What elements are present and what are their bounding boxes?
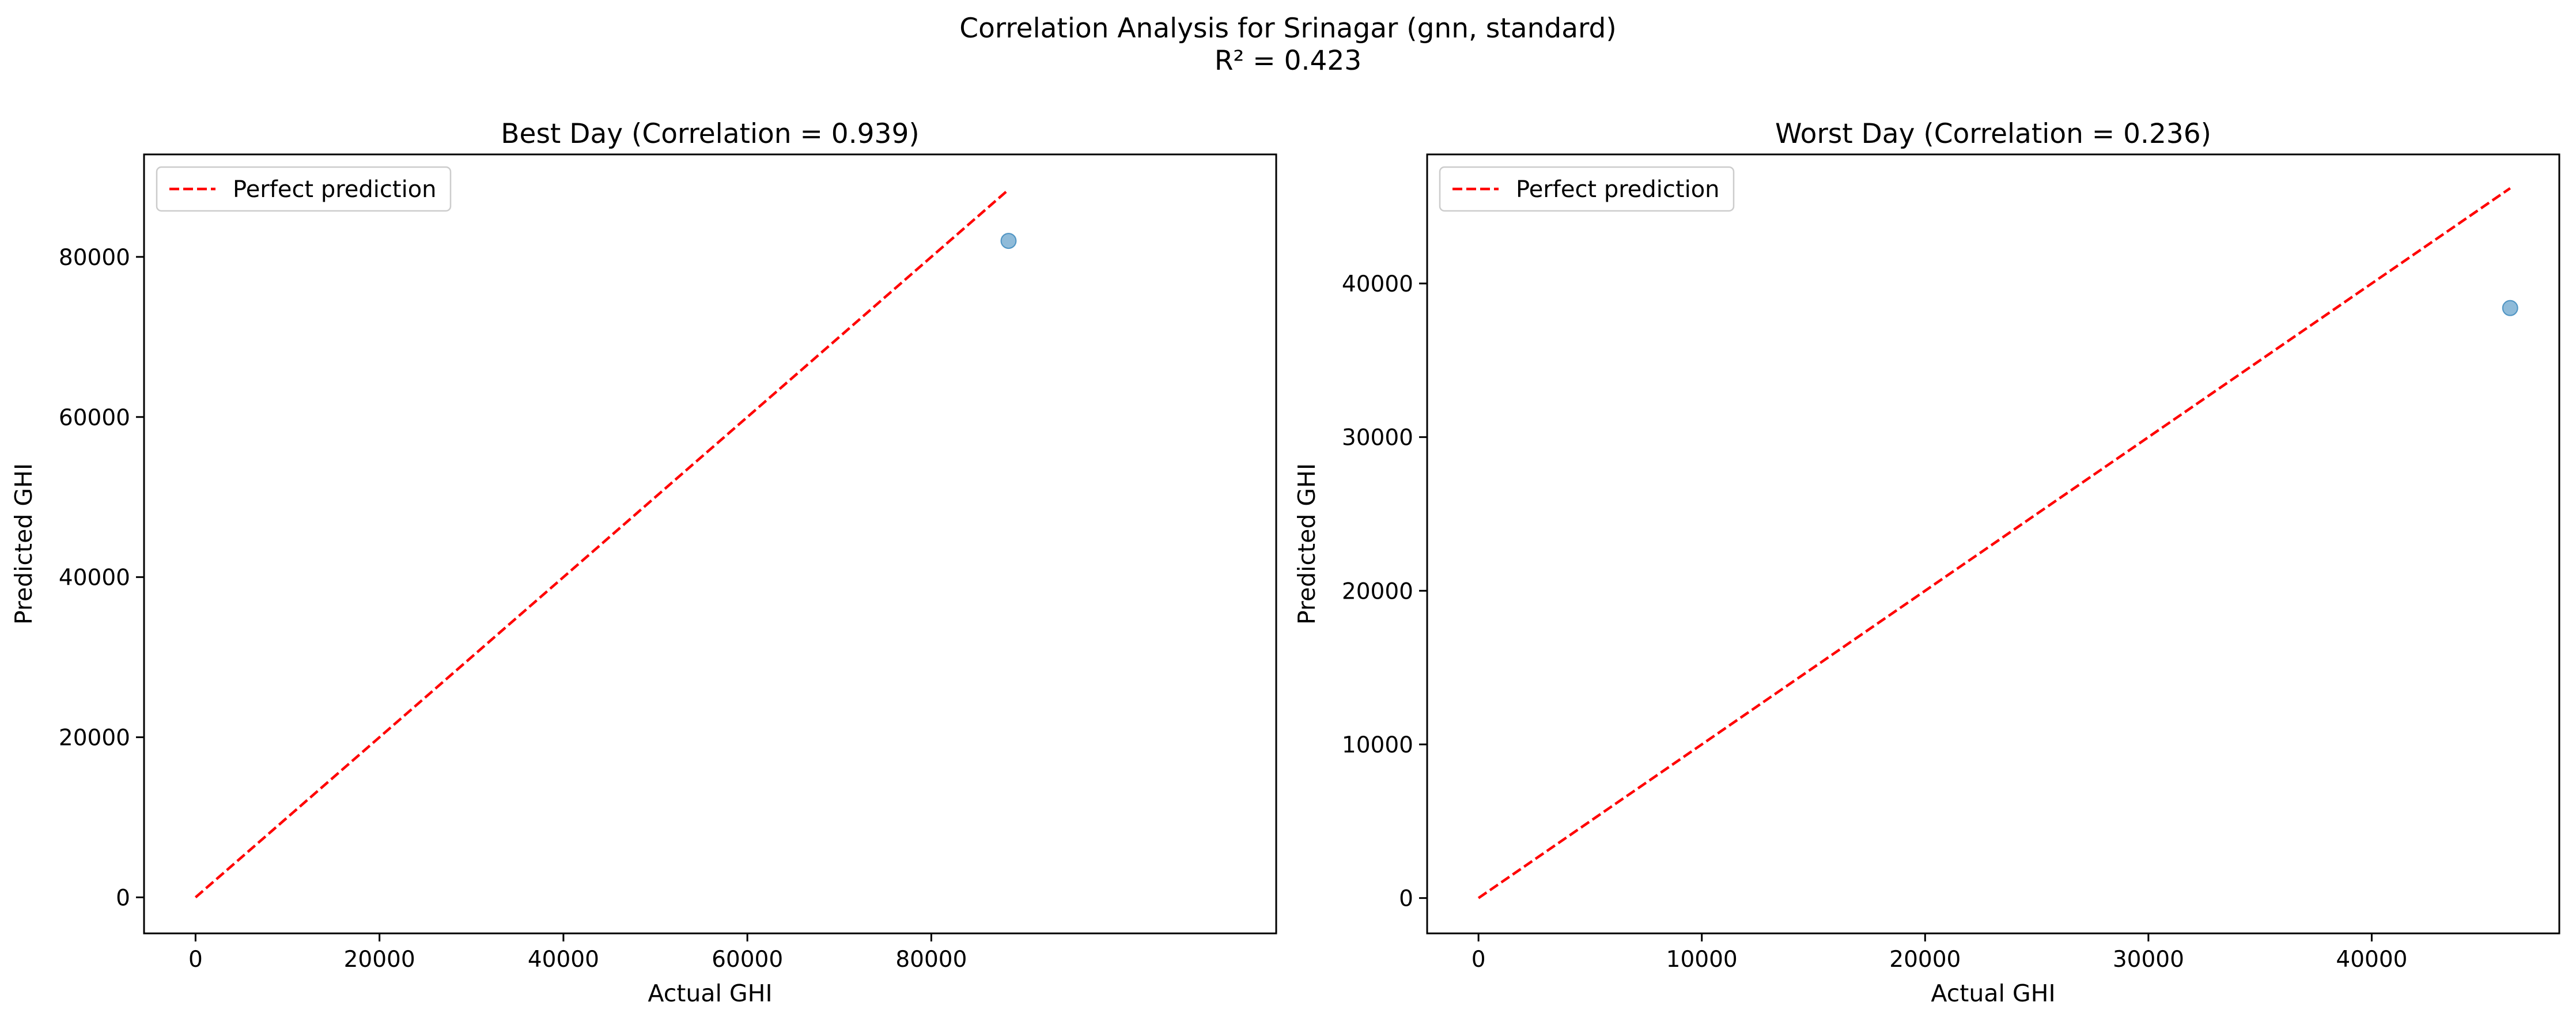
panel-1-perfect-prediction-line	[194, 188, 1009, 899]
panel-2-y-tick-label: 10000	[1342, 732, 1413, 758]
panel-1-y-tick-label: 80000	[59, 245, 130, 271]
panel-1-legend-label: Perfect prediction	[233, 176, 437, 203]
panel-2-axes-frame	[1426, 153, 2560, 935]
panel-1-title: Best Day (Correlation = 0.939)	[501, 118, 919, 150]
figure-title: Correlation Analysis for Srinagar (gnn, …	[959, 13, 1617, 44]
panel-2-y-axis-label: Predicted GHI	[1293, 463, 1321, 625]
panel-1-y-tick-label: 20000	[59, 725, 130, 751]
panel-2-legend-box	[1439, 166, 1735, 212]
panel-2-title: Worst Day (Correlation = 0.236)	[1775, 118, 2211, 150]
panel-2-plot: Worst Day (Correlation = 0.236) 0 10000 200…	[1293, 118, 2560, 1007]
panel-1-x-axis-label: Actual GHI	[648, 979, 772, 1007]
panel-2-x-axis-label: Actual GHI	[1931, 979, 2055, 1007]
panel-1-plot: Best Day (Correlation = 0.939) 0 20000 4000…	[10, 118, 1277, 1007]
panel-1-axes-frame	[143, 153, 1277, 935]
panel-1-data-point	[1000, 233, 1017, 249]
panel-1-legend: Perfect prediction	[156, 166, 452, 212]
panel-1-y-tick-label: 0	[116, 885, 130, 911]
panel-2-y-tick-label: 40000	[1342, 271, 1413, 297]
panel-2-data-point	[2502, 300, 2518, 316]
panel-2-x-tick-label: 40000	[2336, 947, 2407, 973]
panel-1-x-tick-label: 20000	[344, 947, 415, 973]
panel-2-x-tick-label: 30000	[2113, 947, 2184, 973]
panel-1-x-tick-label: 0	[188, 947, 203, 973]
panel-1-x-tick-label: 60000	[712, 947, 783, 973]
panel-2-legend-label: Perfect prediction	[1516, 176, 1720, 203]
panel-1-y-tick-label: 60000	[59, 405, 130, 431]
panel-1-y-tick-label: 40000	[59, 565, 130, 591]
panel-1-y-axis-label: Predicted GHI	[10, 463, 37, 625]
panel-2-x-tick-label: 10000	[1666, 947, 1738, 973]
panel-2-x-tick-label: 20000	[1889, 947, 1961, 973]
panel-2-legend: Perfect prediction	[1439, 166, 1735, 212]
panel-2-y-tick-label: 30000	[1342, 425, 1413, 451]
panel-2-x-tick-label: 0	[1472, 947, 1486, 973]
figure-subtitle: R² = 0.423	[1214, 45, 1362, 77]
panel-1-legend-box	[156, 166, 452, 212]
panel-2-y-tick-label: 0	[1399, 886, 1413, 912]
panel-2-perfect-prediction-line	[1477, 187, 2511, 899]
panel-2-y-tick-label: 20000	[1342, 578, 1413, 604]
panel-1-x-tick-label: 80000	[895, 947, 967, 973]
panel-1-x-tick-label: 40000	[528, 947, 599, 973]
